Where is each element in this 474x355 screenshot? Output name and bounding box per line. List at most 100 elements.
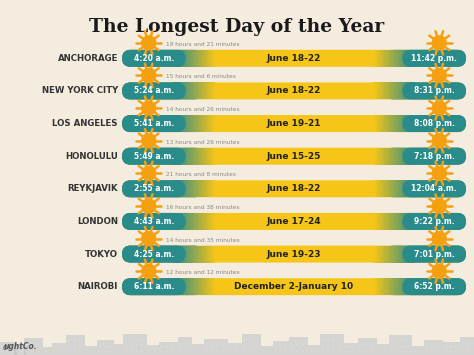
- Bar: [401, 278, 403, 295]
- Bar: [255, 350, 256, 353]
- Bar: [203, 213, 205, 230]
- Bar: [395, 278, 397, 295]
- Bar: [186, 180, 188, 197]
- Bar: [195, 213, 197, 230]
- Bar: [184, 82, 186, 99]
- Bar: [205, 213, 207, 230]
- Bar: [66, 335, 85, 355]
- Bar: [405, 213, 407, 230]
- Bar: [302, 343, 304, 346]
- Bar: [375, 180, 377, 197]
- Bar: [402, 180, 404, 197]
- Bar: [405, 82, 407, 99]
- Bar: [398, 213, 400, 230]
- Bar: [392, 50, 393, 67]
- Bar: [445, 345, 447, 348]
- Bar: [184, 246, 186, 263]
- Bar: [197, 82, 199, 99]
- Text: LOS ANGELES: LOS ANGELES: [53, 119, 118, 128]
- Bar: [409, 82, 411, 99]
- Bar: [404, 115, 406, 132]
- Bar: [192, 180, 194, 197]
- Bar: [455, 345, 456, 348]
- Bar: [387, 82, 389, 99]
- Bar: [180, 50, 182, 67]
- Bar: [327, 344, 329, 347]
- Bar: [398, 180, 400, 197]
- Text: The Longest Day of the Year: The Longest Day of the Year: [90, 18, 384, 36]
- Bar: [203, 180, 205, 197]
- Text: 5:24 a.m.: 5:24 a.m.: [134, 86, 174, 95]
- Bar: [194, 180, 196, 197]
- Bar: [179, 148, 181, 165]
- Text: June 18-22: June 18-22: [267, 86, 321, 95]
- Bar: [194, 278, 196, 295]
- Bar: [395, 180, 397, 197]
- Text: 4:25 a.m.: 4:25 a.m.: [134, 250, 174, 258]
- FancyBboxPatch shape: [122, 213, 466, 230]
- Bar: [180, 213, 182, 230]
- Bar: [176, 246, 178, 263]
- Bar: [36, 344, 38, 346]
- Bar: [206, 82, 208, 99]
- Bar: [180, 246, 182, 263]
- Bar: [404, 246, 406, 263]
- Text: NEW YORK CITY: NEW YORK CITY: [42, 86, 118, 95]
- Bar: [173, 213, 175, 230]
- Bar: [405, 278, 407, 295]
- Bar: [208, 50, 210, 67]
- Bar: [374, 180, 375, 197]
- Bar: [211, 344, 213, 346]
- Bar: [404, 278, 406, 295]
- Bar: [176, 115, 178, 132]
- Bar: [284, 345, 286, 348]
- Bar: [274, 350, 276, 353]
- Bar: [279, 350, 281, 353]
- Text: 12:04 a.m.: 12:04 a.m.: [411, 184, 457, 193]
- Bar: [190, 246, 191, 263]
- Bar: [379, 115, 381, 132]
- Text: 14 hours and 35 minutes: 14 hours and 35 minutes: [166, 237, 239, 242]
- Bar: [398, 148, 400, 165]
- Text: June 19-23: June 19-23: [267, 250, 321, 258]
- Circle shape: [432, 101, 447, 115]
- Bar: [183, 115, 185, 132]
- Bar: [390, 115, 392, 132]
- Bar: [380, 246, 382, 263]
- Bar: [221, 344, 224, 346]
- Bar: [378, 246, 380, 263]
- Bar: [36, 350, 38, 353]
- Bar: [383, 278, 385, 295]
- Bar: [394, 82, 396, 99]
- Bar: [190, 50, 191, 67]
- Bar: [24, 338, 43, 355]
- Bar: [205, 82, 207, 99]
- Bar: [174, 278, 176, 295]
- Bar: [374, 50, 375, 67]
- Bar: [413, 50, 415, 67]
- Bar: [409, 148, 411, 165]
- Bar: [384, 115, 386, 132]
- Bar: [409, 115, 411, 132]
- Bar: [390, 180, 392, 197]
- Bar: [412, 246, 414, 263]
- Bar: [394, 180, 396, 197]
- Bar: [409, 50, 411, 67]
- Bar: [79, 339, 81, 342]
- Bar: [382, 180, 383, 197]
- Bar: [188, 213, 190, 230]
- Bar: [379, 50, 381, 67]
- Bar: [188, 180, 190, 197]
- Bar: [409, 180, 411, 197]
- Bar: [210, 180, 212, 197]
- Bar: [210, 115, 212, 132]
- Bar: [398, 278, 400, 295]
- Bar: [212, 278, 214, 295]
- Bar: [379, 213, 381, 230]
- Bar: [302, 350, 304, 353]
- Bar: [431, 350, 433, 353]
- Bar: [205, 148, 207, 165]
- Bar: [125, 338, 127, 341]
- Bar: [141, 338, 143, 341]
- Bar: [407, 82, 409, 99]
